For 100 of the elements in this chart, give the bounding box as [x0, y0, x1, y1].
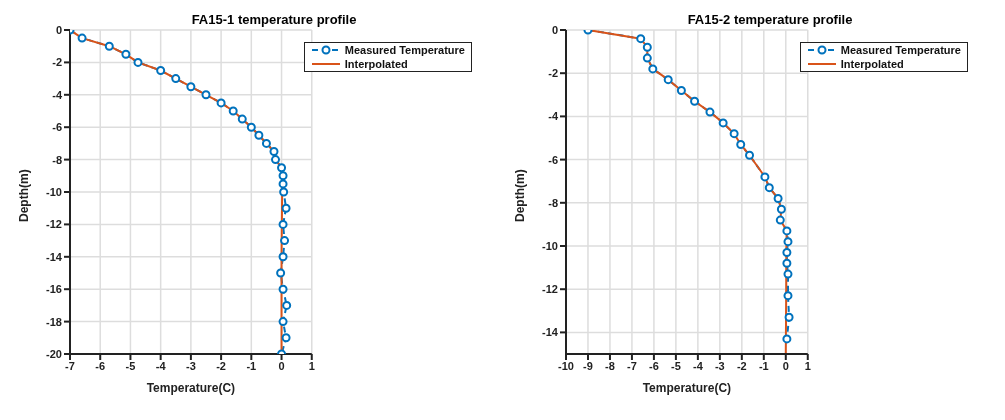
x-tick-label: 1	[308, 359, 315, 372]
y-tick-label: -20	[46, 347, 62, 360]
x-tick-label: -3	[185, 359, 196, 372]
point	[77, 33, 87, 43]
point	[642, 53, 652, 63]
point	[228, 106, 238, 116]
x-tick-label: -6	[649, 359, 659, 372]
point	[278, 219, 288, 229]
x-tick-label: -6	[95, 359, 106, 372]
y-tick-label: -8	[52, 153, 62, 166]
point	[784, 312, 794, 322]
y-tick-label: -2	[548, 67, 558, 80]
x-tick-label: -4	[692, 359, 704, 372]
y-tick-label: -14	[542, 326, 559, 339]
point	[782, 334, 792, 344]
point	[246, 122, 256, 132]
y-tick-label: -16	[46, 283, 62, 296]
legend-label: Interpolated	[840, 57, 904, 71]
point	[261, 138, 271, 148]
x-tick-label: -5	[671, 359, 681, 372]
y-tick-label: -6	[548, 153, 558, 166]
x-tick-label: -4	[155, 359, 167, 372]
point	[760, 172, 770, 182]
point	[281, 333, 291, 343]
point	[216, 98, 226, 108]
chart-title: FA15-1 temperature profile	[190, 12, 358, 27]
y-tick-label: -10	[542, 239, 558, 252]
point	[278, 252, 288, 262]
point	[745, 150, 755, 160]
y-tick-label: -12	[542, 283, 558, 296]
y-tick-label: 0	[551, 23, 558, 36]
point	[690, 96, 700, 106]
x-tick-label: -10	[558, 359, 574, 372]
y-tick-label: -18	[46, 315, 62, 328]
legend-label: Measured Temperature	[344, 43, 465, 57]
point	[773, 193, 783, 203]
point	[676, 85, 686, 95]
x-tick-label: -8	[605, 359, 615, 372]
x-tick-label: -1	[246, 359, 257, 372]
x-tick-label: 1	[804, 359, 811, 372]
point	[133, 57, 143, 67]
x-tick-label: -9	[583, 359, 593, 372]
point	[783, 269, 793, 279]
chart-title: FA15-2 temperature profile	[686, 12, 854, 27]
y-tick-label: -2	[52, 56, 62, 69]
y-tick-label: -6	[52, 121, 62, 134]
x-tick-label: -7	[627, 359, 637, 372]
x-tick-label: -2	[736, 359, 747, 372]
point	[736, 139, 746, 149]
point	[121, 49, 131, 59]
point	[278, 284, 288, 294]
point	[782, 258, 792, 268]
y-axis-title: Depth(m)	[17, 169, 32, 222]
x-tick-label: -2	[216, 359, 226, 372]
point	[278, 171, 288, 181]
x-axis-title: Temperature(C)	[146, 381, 236, 395]
point	[278, 317, 288, 327]
point	[280, 236, 290, 246]
point	[254, 130, 264, 140]
point	[281, 203, 291, 213]
point	[642, 42, 652, 52]
point	[171, 74, 181, 84]
point	[776, 204, 786, 214]
point	[186, 82, 196, 92]
x-tick-label: -5	[125, 359, 136, 372]
point	[278, 179, 288, 189]
point	[282, 300, 292, 310]
y-tick-label: -4	[548, 110, 559, 123]
point	[782, 226, 792, 236]
point	[783, 237, 793, 247]
y-tick-label: -10	[46, 185, 62, 198]
point	[271, 155, 280, 165]
point	[663, 75, 673, 85]
x-tick-label: 0	[278, 359, 285, 372]
point	[718, 118, 728, 128]
legend-label: Interpolated	[344, 57, 408, 71]
y-tick-label: -14	[46, 250, 63, 263]
point	[276, 268, 286, 278]
point	[648, 64, 658, 74]
point	[201, 90, 211, 100]
point	[104, 41, 114, 51]
point	[237, 114, 247, 124]
point	[269, 147, 279, 156]
point	[783, 291, 793, 301]
y-tick-label: -12	[46, 218, 62, 231]
x-tick-label: -3	[714, 359, 725, 372]
legend-label: Measured Temperature	[840, 43, 961, 57]
x-tick-label: -1	[758, 359, 769, 372]
point	[636, 34, 646, 44]
point	[775, 215, 785, 225]
point	[705, 107, 715, 117]
y-tick-label: -8	[548, 196, 558, 209]
y-tick-label: -4	[52, 88, 63, 101]
point	[782, 247, 792, 257]
y-axis-title: Depth(m)	[513, 169, 528, 222]
point	[277, 163, 287, 173]
point	[279, 187, 289, 197]
point	[764, 183, 774, 193]
x-tick-label: -7	[65, 359, 75, 372]
y-tick-label: 0	[55, 23, 62, 36]
